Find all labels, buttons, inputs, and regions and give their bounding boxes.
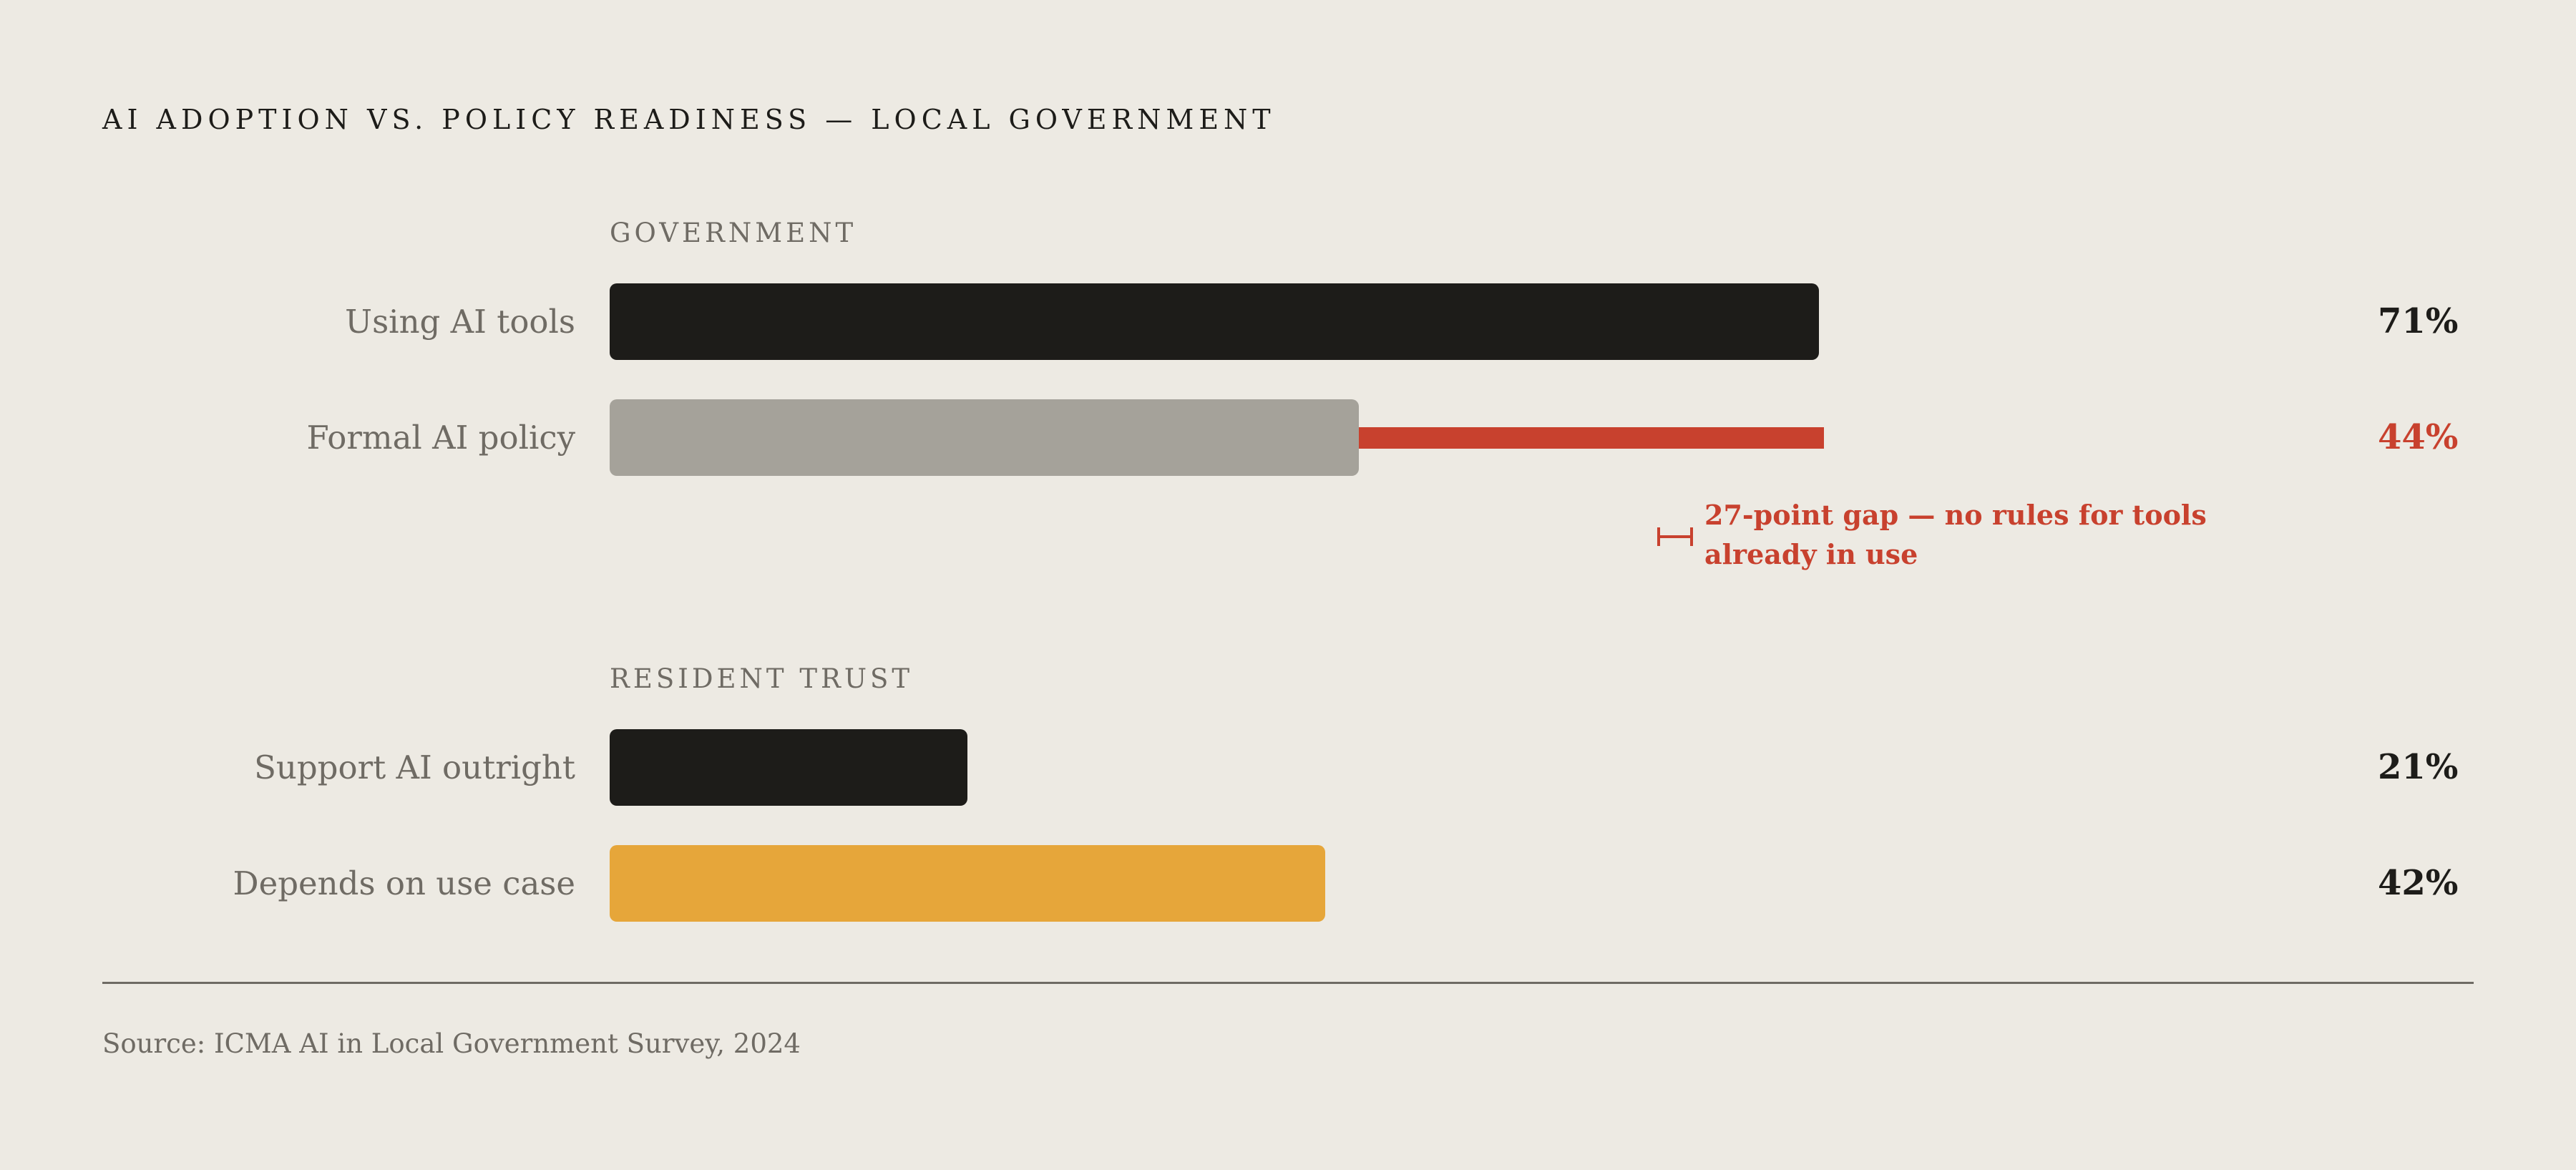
bar-formal-ai-policy xyxy=(610,399,1360,476)
bar-depends-on-use-case xyxy=(610,845,1325,922)
row-label-support-ai-outright: Support AI outright xyxy=(254,749,575,786)
bar-support-ai-outright xyxy=(610,729,967,806)
gap-range-icon xyxy=(1657,527,1693,546)
section-label-government: GOVERNMENT xyxy=(610,218,857,248)
section-label-resident-trust: RESIDENT TRUST xyxy=(610,663,914,694)
value-formal-ai-policy: 44% xyxy=(2378,417,2459,457)
row-label-formal-ai-policy: Formal AI policy xyxy=(306,419,575,457)
value-using-ai-tools: 71% xyxy=(2378,301,2459,341)
row-label-depends-on-use-case: Depends on use case xyxy=(233,864,575,902)
bar-using-ai-tools xyxy=(610,283,1819,360)
gap-bar xyxy=(1359,427,1824,449)
value-depends-on-use-case: 42% xyxy=(2378,863,2459,903)
value-support-ai-outright: 21% xyxy=(2378,747,2459,787)
divider xyxy=(102,982,2474,984)
gap-annotation: 27-point gap — no rules for tools alread… xyxy=(1704,499,2207,570)
chart-title: AI ADOPTION VS. POLICY READINESS — LOCAL… xyxy=(102,104,1276,135)
source-note: Source: ICMA AI in Local Government Surv… xyxy=(102,1028,801,1059)
row-label-using-ai-tools: Using AI tools xyxy=(345,303,575,341)
